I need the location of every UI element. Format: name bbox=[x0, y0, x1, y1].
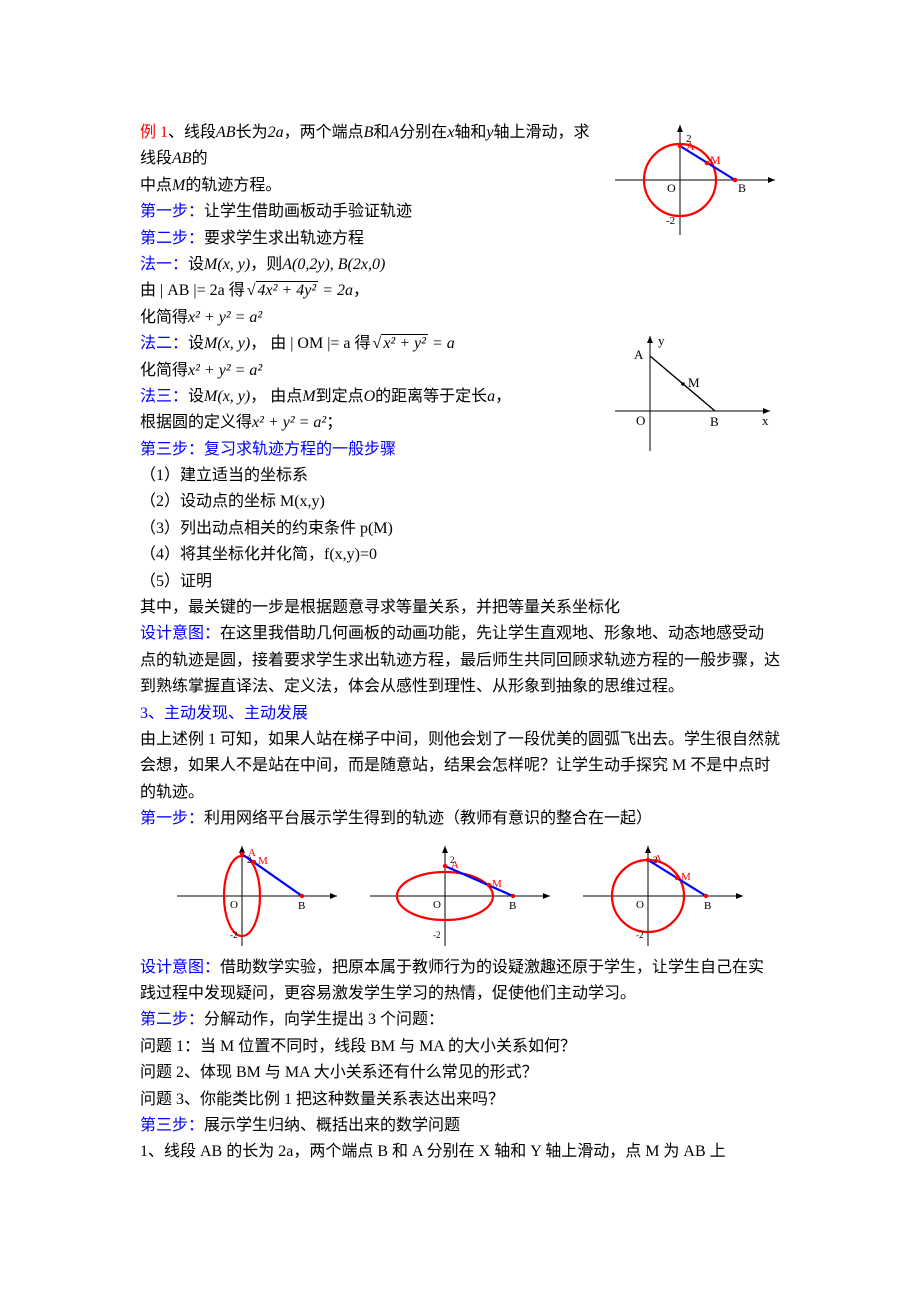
figure-circle-top: 2 -2 A M B O bbox=[610, 120, 780, 249]
svg-text:A: A bbox=[686, 139, 695, 153]
steps-4: （4）将其坐标化并化简，f(x,y)=0 bbox=[140, 542, 780, 568]
figure-row-ellipses: A M B O 2-2 A M B O 2-2 A M B O 2-2 bbox=[140, 841, 780, 951]
svg-text:2: 2 bbox=[653, 855, 658, 865]
svg-text:B: B bbox=[509, 900, 516, 912]
section3-para: 由上述例 1 可知，如果人站在梯子中间，则他会划了一段优美的圆弧飞出去。学生很自… bbox=[140, 727, 780, 806]
eq2: 化简得x² + y² = a² bbox=[140, 305, 780, 331]
svg-text:O: O bbox=[230, 899, 238, 911]
s3-step3: 第三步：展示学生归纳、概括出来的数学问题 bbox=[140, 1113, 780, 1139]
figure-triangle: A M B O x y bbox=[610, 331, 780, 470]
svg-text:y: y bbox=[658, 333, 665, 348]
method1: 法一：设M(x, y)，则A(0,2y), B(2x,0) bbox=[140, 252, 780, 278]
question-3: 问题 3、你能类比例 1 把这种数量关系表达出来吗？ bbox=[140, 1087, 780, 1113]
question-1: 问题 1：当 M 位置不同时，线段 BM 与 MA 的大小关系如何？ bbox=[140, 1034, 780, 1060]
s3-step2: 第二步：分解动作，向学生提出 3 个问题： bbox=[140, 1007, 780, 1033]
svg-text:O: O bbox=[636, 899, 644, 911]
svg-text:O: O bbox=[636, 413, 645, 428]
steps-5: （5）证明 bbox=[140, 569, 780, 595]
ellipse-fig-2: A M B O 2-2 bbox=[365, 841, 555, 951]
section3-heading: 3、主动发现、主动发展 bbox=[140, 701, 780, 727]
design-intent-2: 设计意图：借助数学实验，把原本属于教师行为的设疑激趣还原于学生，让学生自己在实践… bbox=[140, 955, 780, 1008]
svg-text:B: B bbox=[738, 181, 746, 195]
design-intent-1: 设计意图：在这里我借助几何画板的动画功能，先让学生直观地、形象地、动态地感受动点… bbox=[140, 621, 780, 700]
example1-label: 例 1 bbox=[140, 124, 168, 141]
svg-text:-2: -2 bbox=[636, 930, 644, 940]
svg-text:A: A bbox=[634, 347, 644, 362]
s3-step1: 第一步：利用网络平台展示学生得到的轨迹（教师有意识的整合在一起） bbox=[140, 806, 780, 832]
svg-text:M: M bbox=[258, 855, 268, 867]
svg-text:M: M bbox=[688, 375, 700, 390]
svg-text:M: M bbox=[710, 153, 721, 167]
svg-text:O: O bbox=[667, 181, 676, 195]
svg-text:-2: -2 bbox=[666, 215, 675, 227]
svg-text:O: O bbox=[433, 899, 441, 911]
steps-2: （2）设动点的坐标 M(x,y) bbox=[140, 489, 780, 515]
ellipse-fig-3: A M B O 2-2 bbox=[578, 841, 748, 951]
svg-text:B: B bbox=[298, 900, 305, 912]
question-2: 问题 2、体现 BM 与 MA 大小关系还有什么常见的形式？ bbox=[140, 1060, 780, 1086]
svg-text:B: B bbox=[704, 900, 711, 912]
svg-text:-2: -2 bbox=[230, 930, 238, 940]
svg-text:M: M bbox=[492, 878, 502, 890]
svg-text:x: x bbox=[762, 413, 769, 428]
svg-text:-2: -2 bbox=[433, 930, 441, 940]
keypoint: 其中，最关键的一步是根据题意寻求等量关系，并把等量关系坐标化 bbox=[140, 595, 780, 621]
svg-text:B: B bbox=[710, 414, 719, 429]
svg-text:M: M bbox=[681, 871, 691, 883]
eq1: 由 | AB |= 2a 得4x² + 4y² = 2a， bbox=[140, 278, 780, 304]
steps-3: （3）列出动点相关的约束条件 p(M) bbox=[140, 516, 780, 542]
svg-text:2: 2 bbox=[450, 855, 455, 865]
ellipse-fig-1: A M B O 2-2 bbox=[172, 841, 342, 951]
problem-1: 1、线段 AB 的长为 2a，两个端点 B 和 A 分别在 X 轴和 Y 轴上滑… bbox=[140, 1139, 780, 1165]
svg-text:2: 2 bbox=[247, 855, 252, 865]
